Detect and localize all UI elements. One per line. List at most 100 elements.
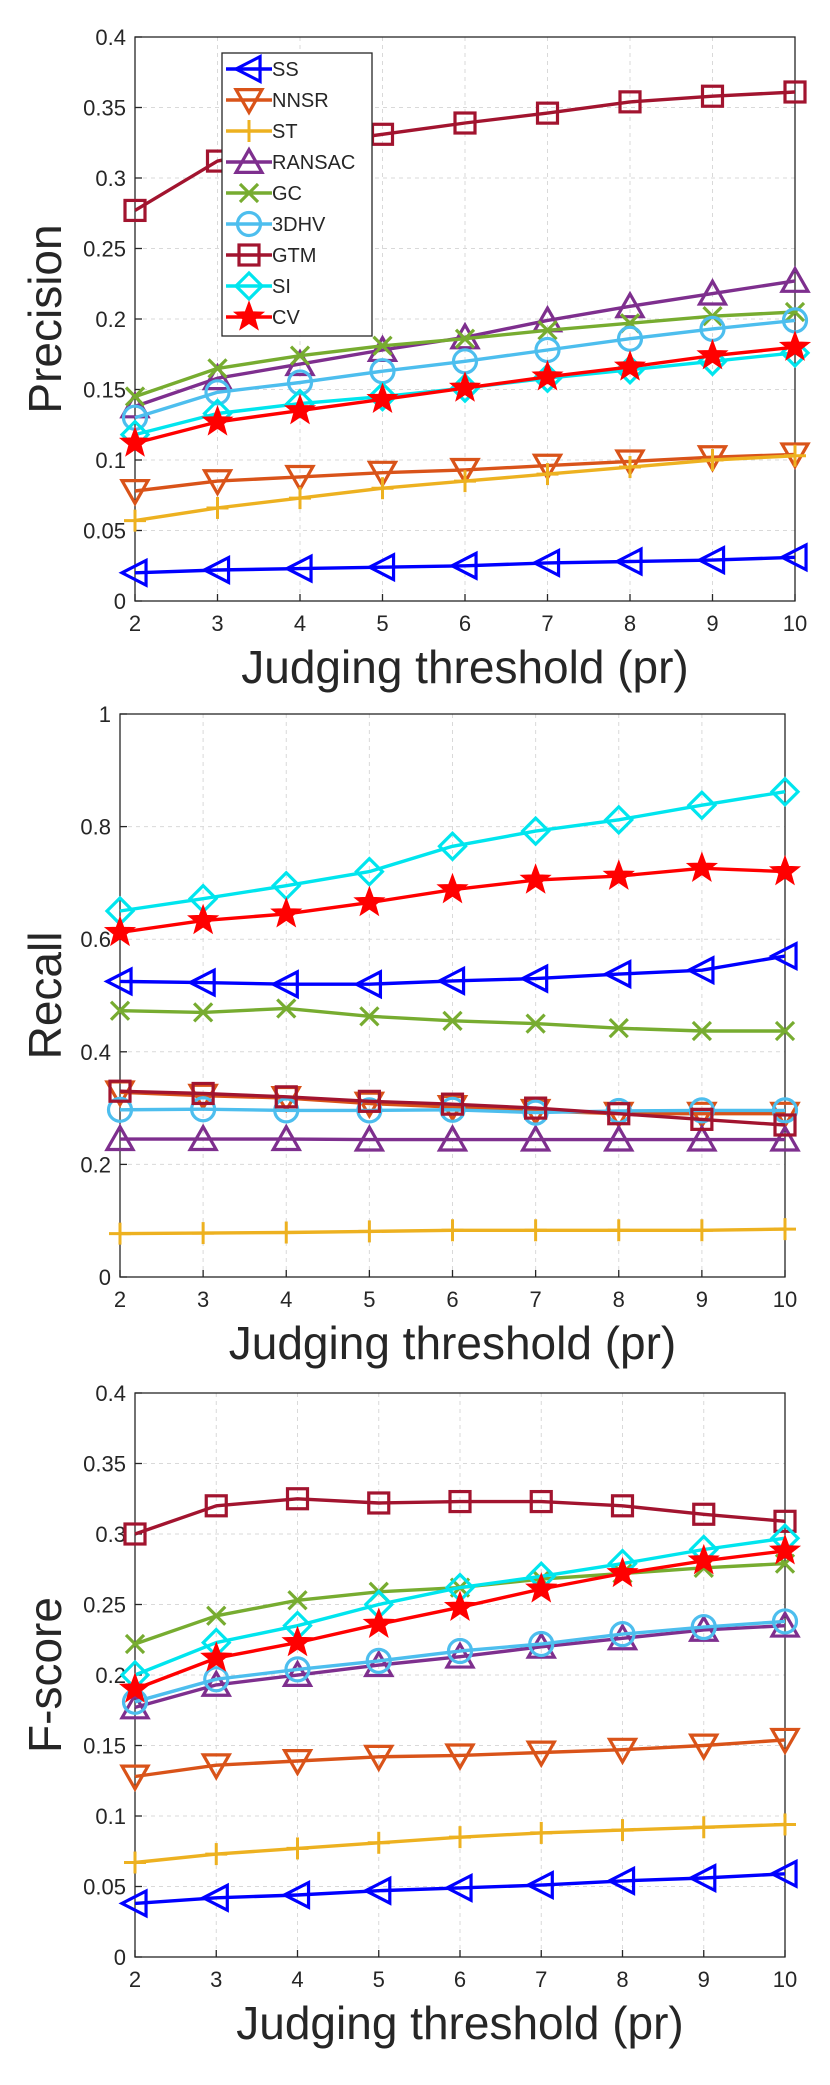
data-point-ss — [352, 969, 383, 1000]
data-point-ss — [283, 553, 313, 584]
y-tick-label: 0.2 — [95, 307, 126, 332]
x-tick-label: 2 — [129, 611, 141, 636]
data-point-st — [774, 1813, 796, 1836]
data-point-cv — [362, 1607, 395, 1638]
data-point-ransac — [353, 1124, 386, 1152]
legend-item-ransac: RANSAC — [226, 146, 355, 174]
x-tick-label: 6 — [454, 1967, 466, 1992]
data-point-cv — [613, 349, 647, 381]
data-point-ransac — [519, 1124, 552, 1152]
legend-label: SS — [272, 59, 299, 81]
data-point-ss — [443, 1872, 473, 1903]
data-point-st — [692, 1816, 715, 1839]
data-point-ss — [365, 552, 396, 583]
data-point-cv — [118, 426, 152, 457]
x-tick-label: 7 — [535, 1967, 547, 1992]
data-point-gc — [207, 358, 228, 379]
data-point-gc — [124, 386, 146, 407]
marker-star — [232, 300, 266, 331]
marker-x-b — [372, 335, 393, 356]
data-point-ss — [687, 1863, 717, 1894]
data-point-st — [109, 1222, 131, 1245]
data-point-cv — [281, 1625, 314, 1657]
legend-item-si: SI — [226, 270, 291, 302]
series-line-3dhv — [134, 318, 796, 420]
data-point-gtm — [773, 1509, 797, 1533]
y-tick-label: 0.3 — [95, 166, 126, 191]
data-point-gtm — [773, 1113, 797, 1137]
data-point-gc — [537, 320, 558, 341]
series-3dhv — [106, 1096, 799, 1126]
data-point-st — [536, 463, 559, 486]
grid — [134, 1392, 786, 1958]
data-point-gc — [525, 1013, 546, 1034]
y-tick-label: 0.4 — [80, 1040, 111, 1065]
data-point-cv — [531, 359, 564, 391]
data-point-ss — [530, 547, 561, 578]
y-tick-label: 0.25 — [83, 1593, 126, 1618]
data-point-gtm — [285, 1487, 310, 1511]
x-tick-label: 10 — [773, 1287, 797, 1312]
data-point-cv — [448, 371, 482, 402]
y-axis-label: Recall — [19, 932, 71, 1060]
data-point-3dhv — [609, 1621, 636, 1648]
data-point-nnsr — [201, 469, 234, 497]
data-point-ss — [269, 969, 299, 1000]
data-point-st — [524, 1219, 547, 1242]
data-point-st — [441, 1219, 464, 1242]
marker-x-b — [608, 1018, 629, 1039]
data-point-gtm — [123, 198, 147, 223]
data-point-gtm — [357, 1089, 381, 1113]
y-tick-label: 0.05 — [83, 1875, 126, 1900]
data-point-st — [701, 449, 724, 471]
legend-label: GTM — [272, 245, 316, 267]
data-point-si — [603, 804, 635, 836]
data-point-cv — [606, 1556, 639, 1588]
marker-x-b — [454, 328, 476, 349]
data-point-gtm — [367, 1491, 391, 1515]
series-gc — [109, 998, 796, 1042]
data-point-ransac — [444, 1641, 476, 1669]
data-point-3dhv — [690, 1613, 717, 1641]
data-point-cv — [201, 404, 234, 436]
x-tick-label: 9 — [698, 1967, 710, 1992]
data-point-si — [437, 831, 468, 862]
marker-x-b — [359, 1006, 380, 1027]
y-tick-label: 0.6 — [80, 927, 111, 952]
x-tick-label: 9 — [706, 611, 718, 636]
data-point-3dhv — [106, 1096, 134, 1123]
y-tick-label: 0.1 — [95, 1804, 126, 1829]
series-line-ss — [119, 954, 786, 986]
data-point-gtm — [529, 1489, 553, 1514]
series-line-gtm — [134, 1497, 786, 1536]
x-tick-label: 10 — [773, 1967, 797, 1992]
data-point-si — [686, 789, 718, 821]
data-point-cv — [187, 903, 220, 935]
data-point-ransac — [362, 1649, 395, 1678]
data-point-gtm — [524, 1096, 548, 1120]
data-point-ransac — [769, 1610, 801, 1638]
data-point-st — [367, 1831, 390, 1854]
data-point-cv — [768, 1533, 802, 1565]
data-point-ss — [602, 959, 632, 990]
data-point-cv — [685, 851, 718, 882]
data-point-gtm — [690, 1107, 714, 1131]
series-st — [124, 1813, 796, 1874]
data-point-si — [354, 856, 385, 887]
data-point-ransac — [436, 1124, 469, 1152]
data-point-ss — [605, 1865, 636, 1896]
marker-x-b — [124, 1633, 146, 1655]
legend-label: 3DHV — [272, 214, 326, 236]
data-point-nnsr — [119, 479, 151, 507]
data-point-gc — [454, 328, 476, 349]
y-tick-label: 0.15 — [83, 378, 126, 403]
x-tick-label: 6 — [446, 1287, 458, 1312]
y-tick-label: 0 — [114, 1945, 126, 1970]
series-line-nnsr — [134, 1738, 786, 1779]
data-point-ransac — [696, 278, 729, 306]
data-point-ss — [118, 557, 148, 588]
chart-panel-precision: 2 3 4 5 6 7 8 9 10 0 0.05 0.1 0.15 0.2 0.25 0.3 0.35 0.4 J… — [19, 25, 812, 693]
legend-item-cv: CV — [226, 300, 300, 331]
series-3dhv — [121, 1608, 799, 1715]
